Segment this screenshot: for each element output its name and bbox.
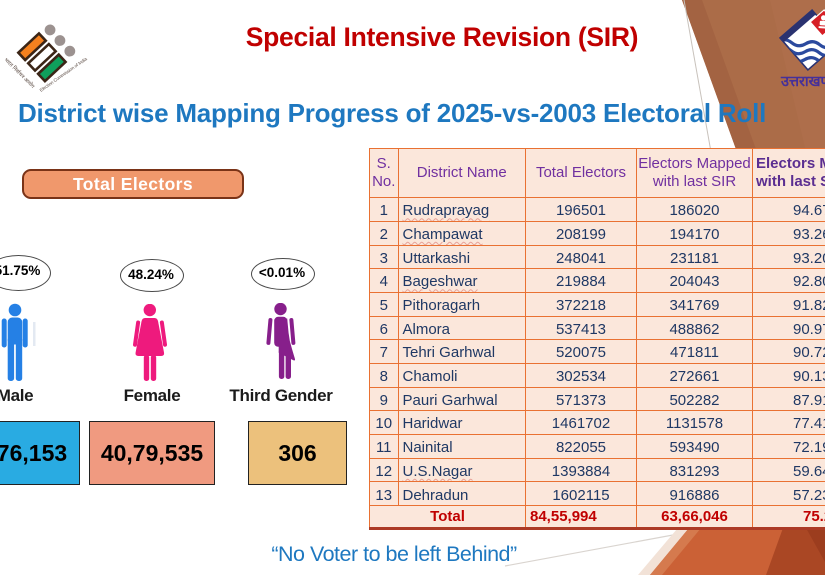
svg-text:उत्तराखण्ड: उत्तराखण्ड — [780, 74, 825, 90]
